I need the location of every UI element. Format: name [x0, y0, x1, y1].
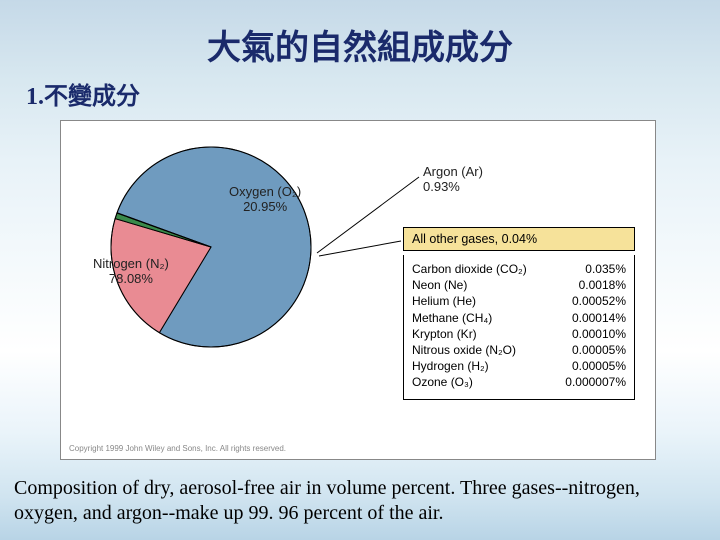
trace-gas-value: 0.00010%	[572, 326, 626, 342]
section-subtitle: 1.不變成分	[26, 76, 140, 111]
trace-gas-value: 0.00052%	[572, 293, 626, 309]
trace-gas-value: 0.035%	[585, 261, 626, 277]
trace-gas-row: Ozone (O₃) 0.000007%	[412, 374, 626, 390]
trace-gas-row: Nitrous oxide (N₂O) 0.00005%	[412, 342, 626, 358]
trace-gas-name: Hydrogen (H₂)	[412, 358, 489, 374]
trace-gas-value: 0.00005%	[572, 358, 626, 374]
composition-figure: Nitrogen (N₂) 78.08% Oxygen (O₂) 20.95% …	[60, 120, 656, 460]
trace-gas-name: Neon (Ne)	[412, 277, 467, 293]
trace-gas-row: Helium (He) 0.00052%	[412, 293, 626, 309]
trace-gas-row: Neon (Ne) 0.0018%	[412, 277, 626, 293]
trace-gas-value: 0.00014%	[572, 310, 626, 326]
trace-gas-name: Ozone (O₃)	[412, 374, 473, 390]
trace-gas-name: Methane (CH₄)	[412, 310, 492, 326]
page-title: 大氣的自然組成成分	[0, 20, 720, 69]
argon-label: Argon (Ar) 0.93%	[423, 165, 483, 195]
trace-gas-row: Methane (CH₄) 0.00014%	[412, 310, 626, 326]
trace-gas-row: Carbon dioxide (CO₂) 0.035%	[412, 261, 626, 277]
trace-gas-value: 0.000007%	[565, 374, 626, 390]
argon-value: 0.93%	[423, 179, 460, 194]
trace-gas-value: 0.0018%	[579, 277, 626, 293]
trace-gases-table: Carbon dioxide (CO₂) 0.035% Neon (Ne) 0.001…	[403, 255, 635, 400]
trace-gas-name: Nitrous oxide (N₂O)	[412, 342, 516, 358]
trace-gas-name: Carbon dioxide (CO₂)	[412, 261, 527, 277]
figure-caption: Composition of dry, aerosol-free air in …	[14, 476, 706, 526]
other-gases-header: All other gases, 0.04%	[403, 227, 635, 251]
trace-gas-row: Krypton (Kr) 0.00010%	[412, 326, 626, 342]
argon-name: Argon (Ar)	[423, 164, 483, 179]
trace-gas-row: Hydrogen (H₂) 0.00005%	[412, 358, 626, 374]
trace-gas-value: 0.00005%	[572, 342, 626, 358]
trace-gas-name: Krypton (Kr)	[412, 326, 477, 342]
figure-copyright: Copyright 1999 John Wiley and Sons, Inc.…	[69, 444, 286, 453]
trace-gas-name: Helium (He)	[412, 293, 476, 309]
